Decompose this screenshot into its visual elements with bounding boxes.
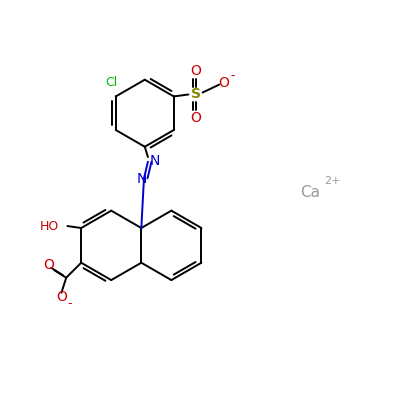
Text: Cl: Cl [105,76,117,89]
Text: O: O [190,64,201,78]
Text: S: S [190,88,200,102]
Text: O: O [218,76,229,90]
Text: O: O [43,258,54,272]
Text: -: - [67,297,72,310]
Text: O: O [56,290,67,304]
Text: 2+: 2+ [324,176,340,186]
Text: N: N [150,154,160,168]
Text: O: O [190,111,201,125]
Text: N: N [137,172,147,186]
Text: -: - [230,69,235,82]
Text: HO: HO [40,220,60,232]
Text: Ca: Ca [300,185,320,200]
